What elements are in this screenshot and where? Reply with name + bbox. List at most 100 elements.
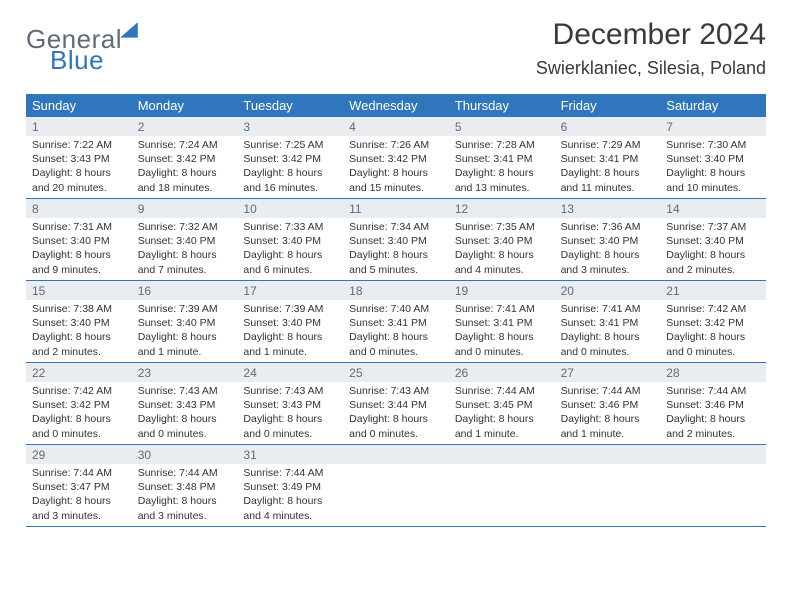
daylight-text-1: Daylight: 8 hours	[666, 248, 760, 262]
day-cell: Sunrise: 7:31 AMSunset: 3:40 PMDaylight:…	[26, 218, 132, 280]
daylight-text-2: and 4 minutes.	[455, 263, 549, 277]
daylight-text-2: and 1 minute.	[455, 427, 549, 441]
logo-triangle-icon	[118, 20, 140, 42]
daylight-text-2: and 16 minutes.	[243, 181, 337, 195]
day-number: 1	[26, 117, 132, 136]
sunset-text: Sunset: 3:40 PM	[666, 234, 760, 248]
days-of-week-row: Sunday Monday Tuesday Wednesday Thursday…	[26, 94, 766, 117]
daylight-text-2: and 1 minute.	[243, 345, 337, 359]
day-cell: Sunrise: 7:39 AMSunset: 3:40 PMDaylight:…	[237, 300, 343, 362]
day-number: 4	[343, 117, 449, 136]
day-number: 8	[26, 199, 132, 218]
daylight-text-1: Daylight: 8 hours	[138, 248, 232, 262]
sunrise-text: Sunrise: 7:43 AM	[138, 384, 232, 398]
day-number-row: 293031	[26, 445, 766, 464]
sunrise-text: Sunrise: 7:42 AM	[32, 384, 126, 398]
sunrise-text: Sunrise: 7:31 AM	[32, 220, 126, 234]
sunset-text: Sunset: 3:45 PM	[455, 398, 549, 412]
sunrise-text: Sunrise: 7:30 AM	[666, 138, 760, 152]
daylight-text-1: Daylight: 8 hours	[666, 166, 760, 180]
sunrise-text: Sunrise: 7:41 AM	[455, 302, 549, 316]
daylight-text-2: and 3 minutes.	[561, 263, 655, 277]
sunset-text: Sunset: 3:41 PM	[455, 152, 549, 166]
daylight-text-1: Daylight: 8 hours	[32, 330, 126, 344]
day-cell	[660, 464, 766, 526]
day-cell: Sunrise: 7:38 AMSunset: 3:40 PMDaylight:…	[26, 300, 132, 362]
sunrise-text: Sunrise: 7:38 AM	[32, 302, 126, 316]
daylight-text-1: Daylight: 8 hours	[455, 248, 549, 262]
day-number: 17	[237, 281, 343, 300]
daylight-text-2: and 0 minutes.	[32, 427, 126, 441]
sunrise-text: Sunrise: 7:29 AM	[561, 138, 655, 152]
sunrise-text: Sunrise: 7:44 AM	[561, 384, 655, 398]
location: Swierklaniec, Silesia, Poland	[536, 58, 766, 79]
day-number: 14	[660, 199, 766, 218]
day-cell	[343, 464, 449, 526]
day-number: 29	[26, 445, 132, 464]
daylight-text-1: Daylight: 8 hours	[349, 330, 443, 344]
sunset-text: Sunset: 3:40 PM	[138, 316, 232, 330]
daylight-text-1: Daylight: 8 hours	[243, 412, 337, 426]
day-number: 15	[26, 281, 132, 300]
day-cell: Sunrise: 7:44 AMSunset: 3:45 PMDaylight:…	[449, 382, 555, 444]
day-number: 18	[343, 281, 449, 300]
daylight-text-2: and 2 minutes.	[666, 427, 760, 441]
day-cell: Sunrise: 7:41 AMSunset: 3:41 PMDaylight:…	[449, 300, 555, 362]
daylight-text-2: and 18 minutes.	[138, 181, 232, 195]
sunset-text: Sunset: 3:44 PM	[349, 398, 443, 412]
day-cell: Sunrise: 7:43 AMSunset: 3:43 PMDaylight:…	[132, 382, 238, 444]
daylight-text-1: Daylight: 8 hours	[561, 330, 655, 344]
day-number: 11	[343, 199, 449, 218]
daylight-text-2: and 9 minutes.	[32, 263, 126, 277]
sunset-text: Sunset: 3:46 PM	[561, 398, 655, 412]
sunset-text: Sunset: 3:42 PM	[32, 398, 126, 412]
calendar: Sunday Monday Tuesday Wednesday Thursday…	[26, 94, 766, 527]
sunset-text: Sunset: 3:42 PM	[349, 152, 443, 166]
daylight-text-2: and 0 minutes.	[138, 427, 232, 441]
daylight-text-2: and 4 minutes.	[243, 509, 337, 523]
daylight-text-2: and 1 minute.	[138, 345, 232, 359]
sunrise-text: Sunrise: 7:39 AM	[243, 302, 337, 316]
sunset-text: Sunset: 3:40 PM	[243, 234, 337, 248]
daylight-text-1: Daylight: 8 hours	[561, 248, 655, 262]
weeks-container: 1234567Sunrise: 7:22 AMSunset: 3:43 PMDa…	[26, 117, 766, 527]
day-cell: Sunrise: 7:35 AMSunset: 3:40 PMDaylight:…	[449, 218, 555, 280]
sunrise-text: Sunrise: 7:44 AM	[243, 466, 337, 480]
sunset-text: Sunset: 3:40 PM	[243, 316, 337, 330]
sunrise-text: Sunrise: 7:44 AM	[32, 466, 126, 480]
day-cell: Sunrise: 7:40 AMSunset: 3:41 PMDaylight:…	[343, 300, 449, 362]
daylight-text-2: and 0 minutes.	[455, 345, 549, 359]
day-cell: Sunrise: 7:29 AMSunset: 3:41 PMDaylight:…	[555, 136, 661, 198]
sunset-text: Sunset: 3:40 PM	[666, 152, 760, 166]
sunset-text: Sunset: 3:46 PM	[666, 398, 760, 412]
day-number: 23	[132, 363, 238, 382]
day-number: 9	[132, 199, 238, 218]
day-number: 6	[555, 117, 661, 136]
day-cell: Sunrise: 7:39 AMSunset: 3:40 PMDaylight:…	[132, 300, 238, 362]
sunset-text: Sunset: 3:48 PM	[138, 480, 232, 494]
sunset-text: Sunset: 3:43 PM	[32, 152, 126, 166]
daylight-text-2: and 0 minutes.	[349, 427, 443, 441]
day-number: 31	[237, 445, 343, 464]
day-number: 25	[343, 363, 449, 382]
week-row: Sunrise: 7:31 AMSunset: 3:40 PMDaylight:…	[26, 218, 766, 281]
day-cell: Sunrise: 7:44 AMSunset: 3:46 PMDaylight:…	[660, 382, 766, 444]
daylight-text-1: Daylight: 8 hours	[349, 248, 443, 262]
day-cell	[555, 464, 661, 526]
daylight-text-2: and 20 minutes.	[32, 181, 126, 195]
daylight-text-1: Daylight: 8 hours	[243, 330, 337, 344]
day-number-row: 15161718192021	[26, 281, 766, 300]
daylight-text-1: Daylight: 8 hours	[243, 248, 337, 262]
day-number: 30	[132, 445, 238, 464]
daylight-text-1: Daylight: 8 hours	[561, 412, 655, 426]
sunset-text: Sunset: 3:40 PM	[32, 234, 126, 248]
sunset-text: Sunset: 3:42 PM	[666, 316, 760, 330]
day-number: 24	[237, 363, 343, 382]
day-number: 27	[555, 363, 661, 382]
daylight-text-1: Daylight: 8 hours	[243, 494, 337, 508]
day-cell: Sunrise: 7:26 AMSunset: 3:42 PMDaylight:…	[343, 136, 449, 198]
sunset-text: Sunset: 3:40 PM	[455, 234, 549, 248]
day-cell: Sunrise: 7:41 AMSunset: 3:41 PMDaylight:…	[555, 300, 661, 362]
sunset-text: Sunset: 3:42 PM	[138, 152, 232, 166]
daylight-text-2: and 7 minutes.	[138, 263, 232, 277]
